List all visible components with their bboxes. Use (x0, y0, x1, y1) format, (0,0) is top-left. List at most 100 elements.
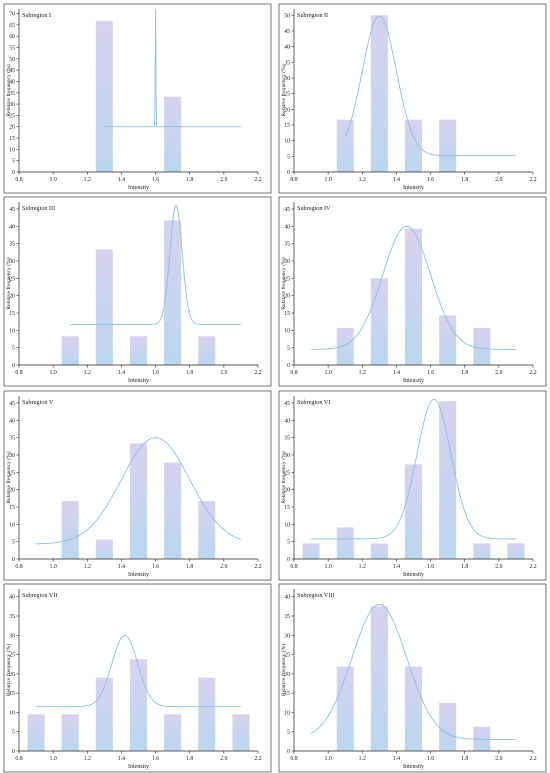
y-tick-label: 0 (287, 557, 290, 563)
fit-curve (104, 8, 241, 128)
y-tick-label: 20 (284, 672, 290, 678)
x-tick-label: 1.2 (359, 756, 366, 762)
fit-curve (344, 15, 516, 157)
y-tick-label: 30 (9, 259, 15, 265)
x-tick-label: 0.8 (15, 177, 22, 183)
y-tick-label: 10 (9, 710, 15, 716)
bar (302, 543, 320, 559)
x-tick-label: 1.6 (427, 177, 434, 183)
bar (370, 543, 388, 559)
y-tick-label: 10 (284, 522, 290, 528)
x-tick-label: 1.0 (50, 756, 57, 762)
y-tick-label: 15 (284, 691, 290, 697)
x-tick-label: 2.2 (254, 177, 261, 183)
y-tick-label: 20 (9, 672, 15, 678)
x-tick-label: 2.0 (495, 177, 502, 183)
x-tick-label: 2.0 (220, 756, 227, 762)
x-tick-label: 0.8 (15, 756, 22, 762)
x-tick-label: 1.6 (152, 756, 159, 762)
bar (336, 527, 354, 559)
chart-panel-3: 0.8 1.0 1.2 1.4 1.6 1.8 2.0 2.2 0 5 10 15 20 25 30 35 40… (3, 196, 272, 387)
bar (164, 714, 182, 751)
x-axis-label: Intensity (128, 764, 149, 770)
panel-title: Subregion I (22, 12, 51, 19)
y-tick-label: 30 (284, 633, 290, 639)
panel-title: Subregion V (22, 399, 54, 406)
panel-title: Subregion VII (22, 592, 57, 599)
x-tick-label: 1.0 (325, 370, 332, 376)
y-tick-label: 5 (12, 159, 15, 165)
panel-title: Subregion III (22, 205, 55, 212)
bar (61, 501, 79, 559)
x-tick-label: 1.8 (461, 370, 468, 376)
panel-frame (278, 583, 547, 773)
y-tick-label: 5 (287, 540, 290, 546)
x-tick-label: 2.0 (495, 370, 502, 376)
y-tick-label: 30 (284, 259, 290, 265)
chart-panel-7: 0.8 1.0 1.2 1.4 1.6 1.8 2.0 2.2 0 5 10 15 20 25 30 35 40… (3, 583, 272, 773)
bar (404, 464, 423, 559)
y-axis-label: Relative frequency (%) (5, 644, 12, 696)
bar (61, 336, 79, 365)
x-tick-label: 1.0 (50, 177, 57, 183)
x-tick-label: 1.2 (84, 564, 91, 570)
y-axis-label: Relative frequency (%) (280, 451, 287, 503)
panel-title: Subregion VI (297, 399, 330, 406)
y-tick-label: 15 (9, 136, 15, 142)
x-tick-label: 2.2 (254, 370, 261, 376)
x-tick-label: 1.8 (186, 177, 193, 183)
x-tick-label: 0.8 (15, 564, 22, 570)
fit-curve (311, 225, 516, 350)
panel-frame (3, 390, 272, 581)
chart-panel-2: 0.8 1.0 1.2 1.4 1.6 1.8 2.0 2.2 0 5 10 15 20 25 30 35 40… (278, 3, 547, 194)
x-tick-label: 0.8 (290, 370, 297, 376)
y-tick-label: 30 (284, 453, 290, 459)
x-tick-label: 1.8 (186, 756, 193, 762)
x-tick-label: 0.8 (15, 370, 22, 376)
y-tick-label: 0 (287, 749, 290, 755)
y-axis-label: Relative frequency (%) (280, 257, 287, 309)
x-tick-label: 1.4 (393, 177, 400, 183)
y-tick-label: 35 (284, 436, 290, 442)
chart-panel-8: 0.8 1.0 1.2 1.4 1.6 1.8 2.0 2.2 0 5 10 15 20 25 30 35 40… (278, 583, 547, 773)
x-axis-label: Intensity (403, 185, 424, 191)
x-tick-label: 1.2 (359, 564, 366, 570)
y-axis-label: Relative frequency (%) (5, 64, 12, 116)
x-tick-label: 2.2 (254, 756, 261, 762)
x-tick-label: 1.8 (461, 177, 468, 183)
bar (336, 327, 354, 365)
x-tick-label: 1.0 (325, 564, 332, 570)
x-tick-label: 2.2 (529, 370, 536, 376)
bar (232, 714, 250, 751)
y-axis-label: Relative frequency (%) (280, 644, 287, 696)
y-tick-label: 10 (9, 522, 15, 528)
x-tick-label: 1.4 (118, 370, 125, 376)
y-tick-label: 25 (9, 113, 15, 119)
panel-title: Subregion VIII (297, 592, 335, 599)
y-tick-label: 15 (9, 311, 15, 317)
y-tick-label: 35 (9, 614, 15, 620)
y-tick-label: 0 (287, 363, 290, 369)
bar (198, 336, 216, 365)
y-tick-label: 45 (284, 401, 290, 407)
x-tick-label: 2.2 (529, 564, 536, 570)
panel-frame (278, 390, 547, 581)
x-tick-label: 2.0 (220, 564, 227, 570)
panel-title: Subregion IV (297, 205, 331, 212)
y-tick-label: 25 (9, 653, 15, 659)
x-tick-label: 1.2 (84, 370, 91, 376)
y-axis-label: Relative frequency (%) (280, 64, 287, 116)
x-tick-label: 2.0 (495, 564, 502, 570)
x-tick-label: 1.2 (359, 177, 366, 183)
x-tick-label: 1.8 (186, 564, 193, 570)
y-tick-label: 40 (284, 418, 290, 424)
x-tick-label: 1.4 (118, 756, 125, 762)
x-axis-label: Intensity (128, 378, 149, 384)
x-tick-label: 1.0 (325, 177, 332, 183)
fit-curve (36, 634, 241, 708)
bar (370, 606, 388, 751)
y-tick-label: 25 (284, 653, 290, 659)
y-tick-label: 55 (9, 45, 15, 51)
y-tick-label: 35 (284, 614, 290, 620)
y-tick-label: 30 (9, 453, 15, 459)
